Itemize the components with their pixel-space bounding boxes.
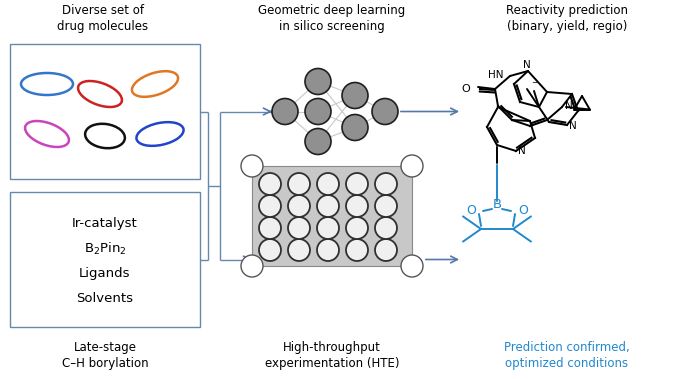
Text: N: N: [565, 101, 573, 111]
Circle shape: [317, 195, 339, 217]
Text: Late-stage
C–H borylation: Late-stage C–H borylation: [62, 341, 149, 370]
Circle shape: [305, 99, 331, 124]
Circle shape: [346, 173, 368, 195]
Text: Diverse set of
drug molecules: Diverse set of drug molecules: [58, 4, 149, 33]
Text: High-throughput
experimentation (HTE): High-throughput experimentation (HTE): [264, 341, 399, 370]
FancyBboxPatch shape: [10, 192, 200, 327]
Circle shape: [241, 255, 263, 277]
Circle shape: [375, 195, 397, 217]
FancyBboxPatch shape: [252, 166, 412, 266]
Circle shape: [375, 217, 397, 239]
Circle shape: [288, 217, 310, 239]
Circle shape: [288, 195, 310, 217]
Circle shape: [372, 99, 398, 124]
Text: Reactivity prediction
(binary, yield, regio): Reactivity prediction (binary, yield, re…: [506, 4, 628, 33]
Circle shape: [346, 195, 368, 217]
Circle shape: [342, 114, 368, 141]
Text: Geometric deep learning
in silico screening: Geometric deep learning in silico screen…: [258, 4, 406, 33]
Circle shape: [346, 217, 368, 239]
Circle shape: [317, 173, 339, 195]
Circle shape: [259, 217, 281, 239]
Text: O: O: [466, 204, 476, 216]
Circle shape: [401, 255, 423, 277]
Text: N: N: [569, 121, 577, 131]
Text: N: N: [523, 60, 531, 70]
Circle shape: [375, 173, 397, 195]
Text: Ligands: Ligands: [79, 268, 131, 280]
Text: Solvents: Solvents: [77, 293, 134, 305]
Circle shape: [259, 195, 281, 217]
Text: B$_2$Pin$_2$: B$_2$Pin$_2$: [84, 241, 126, 257]
Circle shape: [375, 239, 397, 261]
Text: Prediction confirmed,
optimized conditions: Prediction confirmed, optimized conditio…: [504, 341, 630, 370]
Text: Ir-catalyst: Ir-catalyst: [72, 218, 138, 230]
Circle shape: [288, 239, 310, 261]
Circle shape: [259, 239, 281, 261]
Circle shape: [317, 239, 339, 261]
Circle shape: [305, 128, 331, 155]
FancyBboxPatch shape: [10, 44, 200, 179]
Circle shape: [401, 155, 423, 177]
Circle shape: [259, 173, 281, 195]
Circle shape: [317, 217, 339, 239]
Circle shape: [288, 173, 310, 195]
Text: ─: ─: [532, 80, 536, 86]
Text: B: B: [493, 197, 501, 210]
Circle shape: [241, 155, 263, 177]
Circle shape: [305, 69, 331, 94]
Circle shape: [272, 99, 298, 124]
Text: N: N: [518, 146, 526, 156]
Text: O: O: [461, 84, 470, 94]
Text: O: O: [518, 204, 528, 216]
Circle shape: [346, 239, 368, 261]
Text: HN: HN: [488, 70, 504, 80]
Circle shape: [342, 83, 368, 108]
